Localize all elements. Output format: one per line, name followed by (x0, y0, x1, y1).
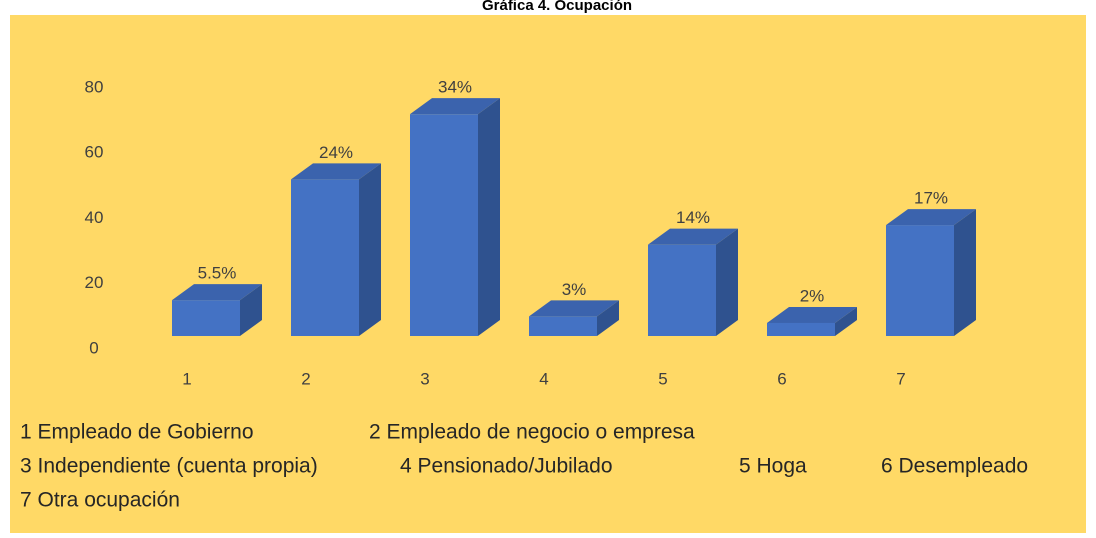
bar (529, 316, 597, 336)
bar-side (478, 98, 500, 337)
bar-side (240, 284, 262, 336)
legend-note: 2 Empleado de negocio o empresa (369, 421, 695, 444)
value-label: 3% (562, 280, 587, 299)
bar-top (767, 306, 857, 323)
value-label: 5.5% (198, 264, 237, 283)
bar-side (835, 306, 857, 336)
x-tick-label: 6 (777, 369, 786, 388)
bar-top (886, 209, 976, 226)
value-label: 24% (319, 143, 353, 162)
legend-note: 3 Independiente (cuenta propia) (20, 455, 318, 478)
bar-side (597, 300, 619, 336)
bar (886, 225, 954, 336)
value-label: 2% (800, 286, 825, 305)
bar-top (172, 284, 262, 301)
x-tick-label: 7 (896, 369, 905, 388)
chart-title: Gráfica 4. Ocupación (482, 0, 632, 14)
bar-top (291, 163, 381, 180)
x-tick-label: 4 (539, 369, 548, 388)
x-tick-label: 2 (301, 369, 310, 388)
legend-note: 1 Empleado de Gobierno (20, 421, 254, 444)
bar-top (648, 228, 738, 245)
bar-top (529, 300, 619, 317)
y-tick-label: 0 (89, 338, 98, 357)
bar-side (359, 163, 381, 336)
bar (172, 300, 240, 336)
bar (648, 244, 716, 336)
y-tick-label: 60 (85, 143, 104, 162)
y-tick-label: 20 (85, 273, 104, 292)
legend-note: 7 Otra ocupación (20, 489, 180, 512)
x-tick-label: 5 (658, 369, 667, 388)
bar-top (410, 98, 500, 115)
y-tick-label: 40 (85, 208, 104, 227)
bar-side (716, 228, 738, 336)
value-label: 14% (676, 208, 710, 227)
value-label: 34% (438, 78, 472, 97)
value-label: 17% (914, 189, 948, 208)
x-tick-label: 1 (182, 369, 191, 388)
legend-note: 5 Hoga (739, 455, 807, 478)
bar (410, 114, 478, 337)
legend-note: 6 Desempleado (881, 455, 1028, 478)
x-tick-label: 3 (420, 369, 429, 388)
bar-side (954, 209, 976, 336)
y-tick-label: 80 (85, 77, 104, 96)
bar (767, 322, 835, 336)
legend-note: 4 Pensionado/Jubilado (400, 455, 613, 478)
bar (291, 179, 359, 336)
